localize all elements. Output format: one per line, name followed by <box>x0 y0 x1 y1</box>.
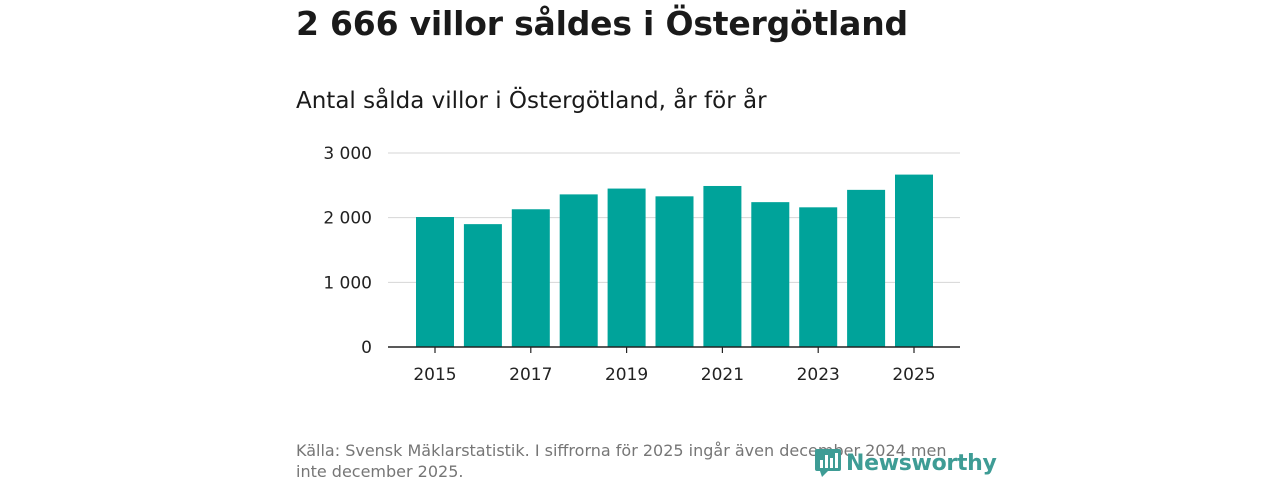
newsworthy-logo: Newsworthy <box>814 446 997 480</box>
x-tick-label: 2025 <box>892 365 935 385</box>
bar-2020 <box>655 196 694 347</box>
newsworthy-logo-icon <box>815 449 841 477</box>
x-tick-label: 2015 <box>413 365 456 385</box>
x-tick-label: 2021 <box>701 365 744 385</box>
source-note: Källa: Svensk Mäklarstatistik. I siffror… <box>296 441 947 481</box>
y-tick-label: 3 000 <box>323 144 372 164</box>
chart-title: 2 666 villor såldes i Östergötland <box>296 4 908 43</box>
bar-2017 <box>511 209 550 347</box>
x-tick-label: 2019 <box>605 365 648 385</box>
bar-2025 <box>895 174 933 347</box>
bars <box>416 174 933 347</box>
newsworthy-logo-text: Newsworthy <box>846 450 997 476</box>
bar-2021 <box>703 185 742 347</box>
y-axis-labels: 0 1 000 2 000 3 000 <box>323 144 372 358</box>
x-tick-label: 2017 <box>509 365 552 385</box>
bar-2023 <box>799 207 838 347</box>
x-axis-labels: 2015 2017 2019 2021 2023 2025 <box>413 347 936 385</box>
bar-chart: 0 1 000 2 000 3 000 2015 2017 2019 2021 2023 202… <box>323 144 960 385</box>
bar-2018 <box>559 194 598 347</box>
bar-2019 <box>607 188 646 347</box>
bar-2016 <box>463 224 502 347</box>
bar-2024 <box>847 189 886 347</box>
chart-subtitle: Antal sålda villor i Östergötland, år fö… <box>296 88 767 114</box>
y-tick-label: 2 000 <box>323 209 372 229</box>
bar-2015 <box>416 217 454 347</box>
y-tick-label: 1 000 <box>323 273 372 293</box>
y-tick-label: 0 <box>361 338 372 358</box>
bar-2022 <box>751 202 790 347</box>
x-tick-label: 2023 <box>797 365 840 385</box>
